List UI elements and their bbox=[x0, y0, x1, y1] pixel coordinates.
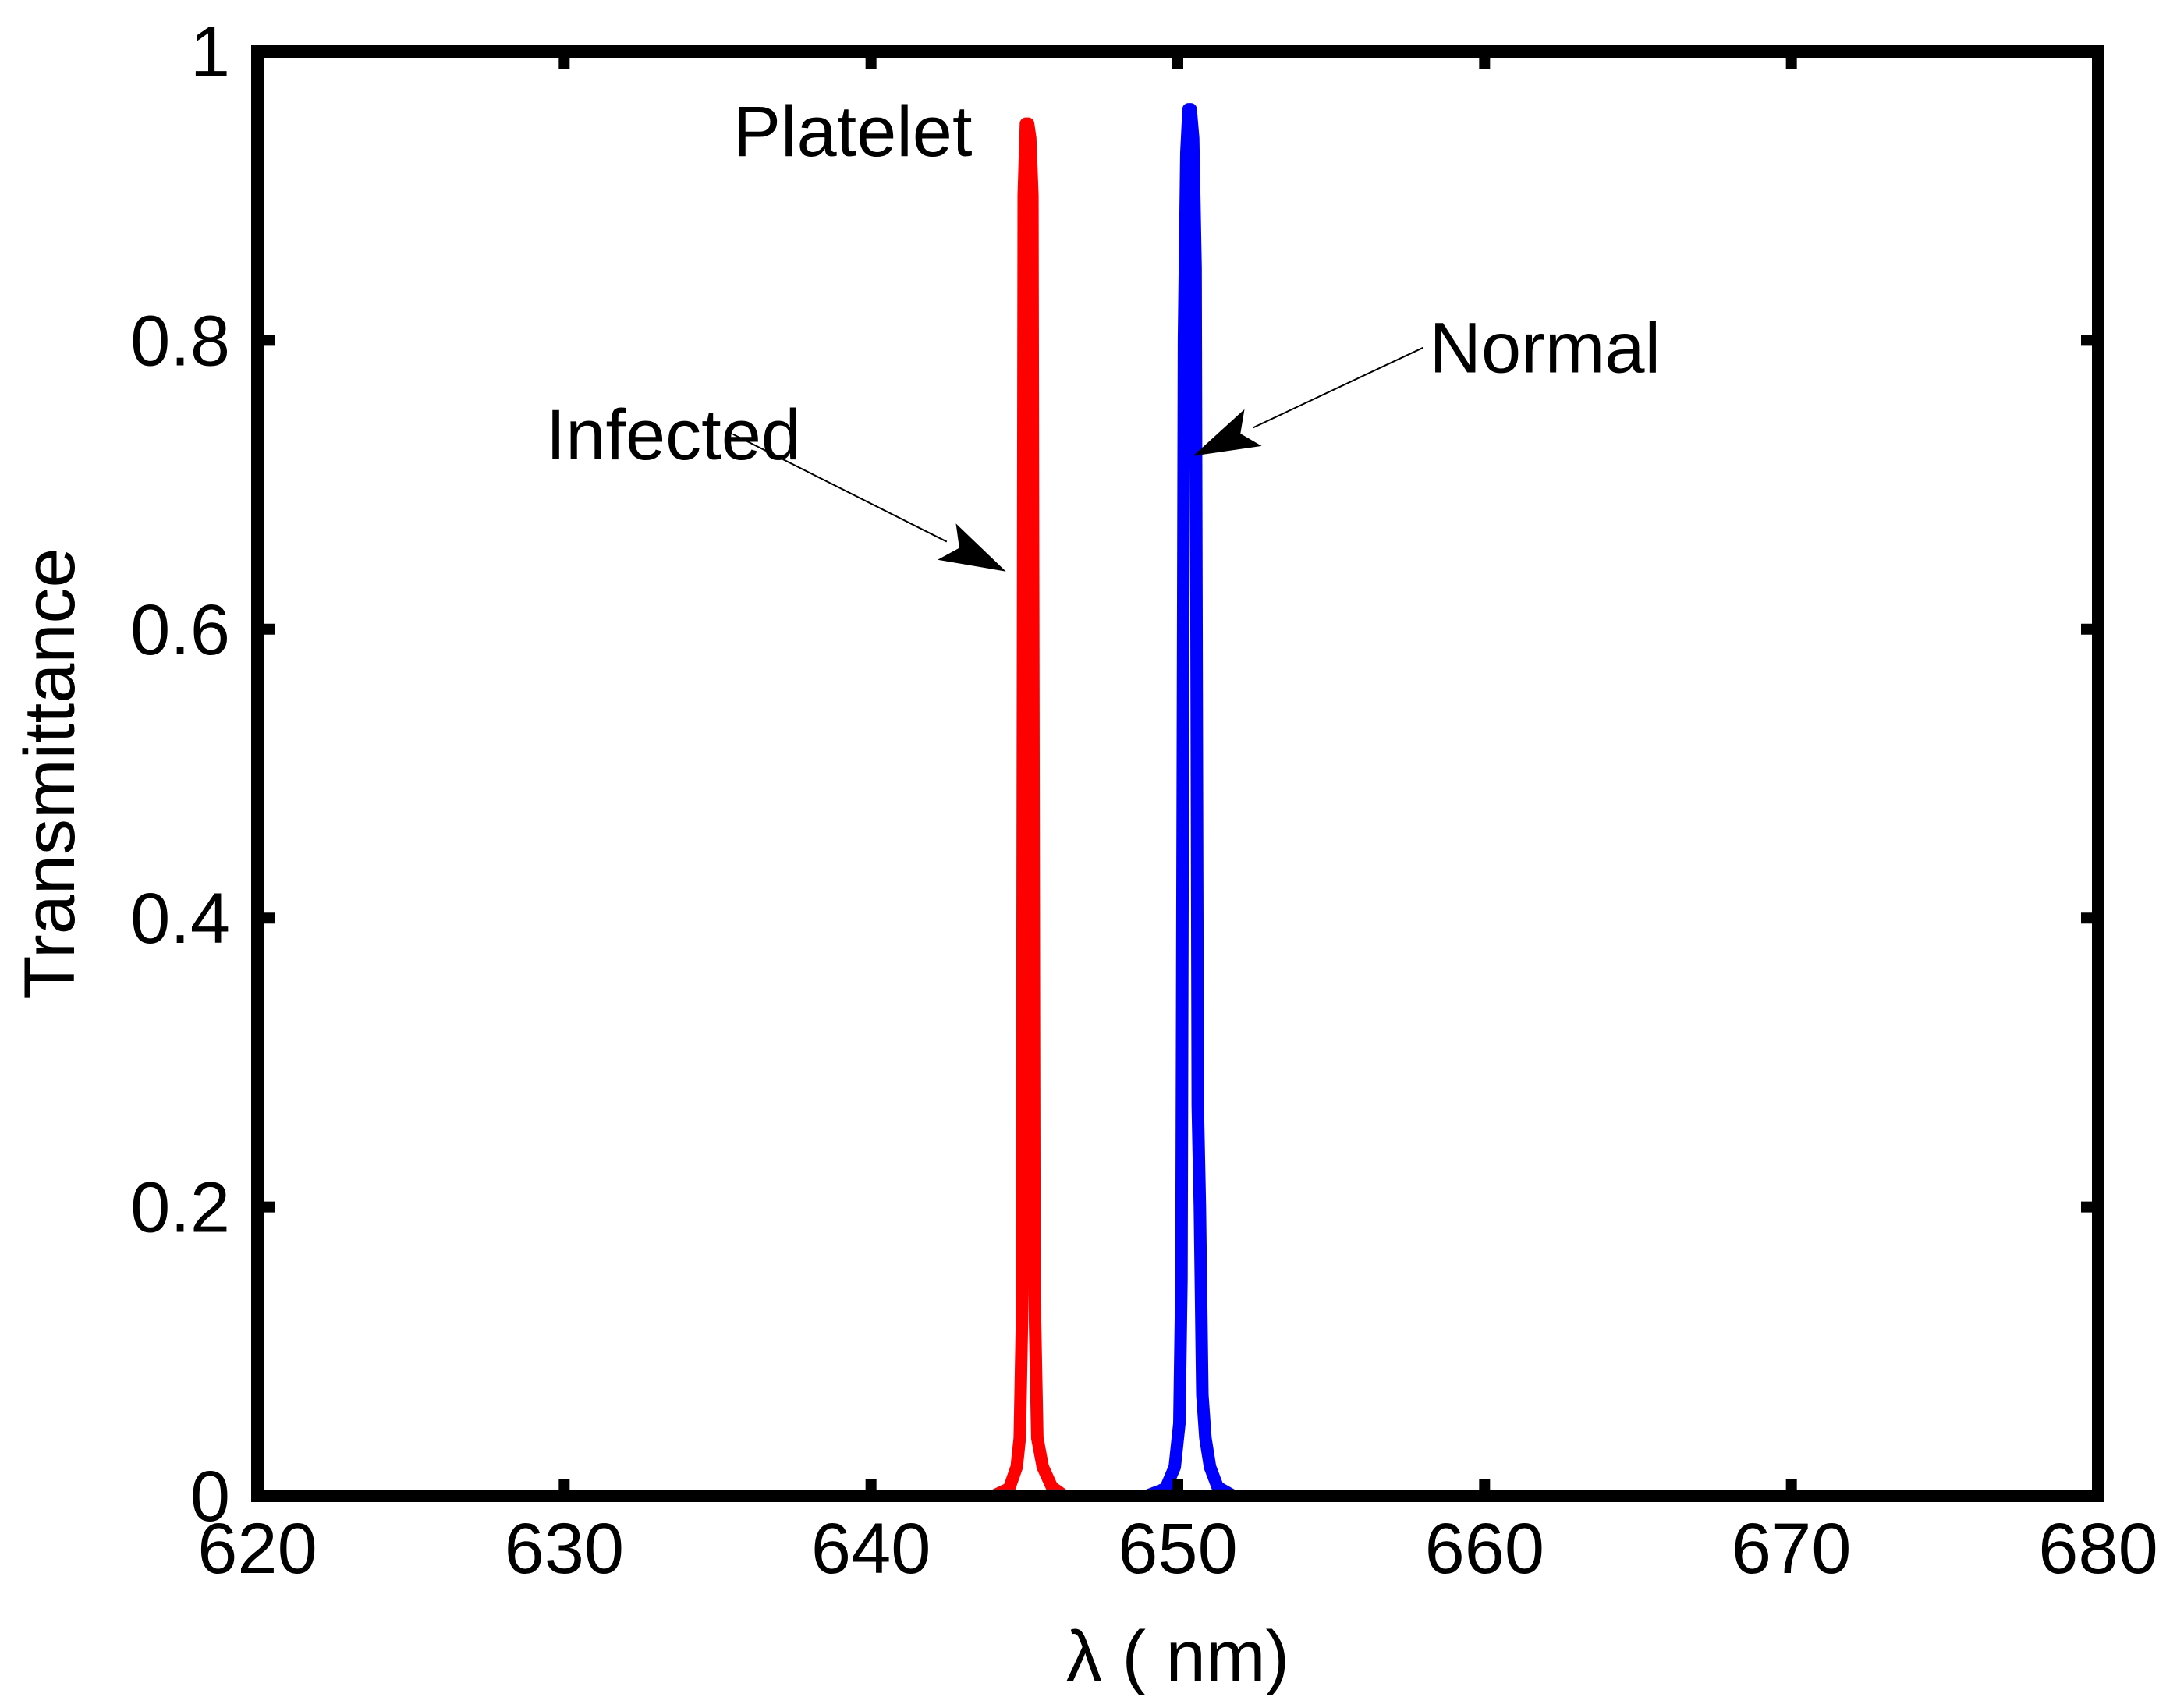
x-tick-label: 670 bbox=[1732, 1509, 1852, 1589]
y-tick-label: 0.2 bbox=[130, 1168, 230, 1248]
series-line-infected bbox=[257, 117, 2098, 1496]
annotation-layer: Platelet Infected Normal bbox=[546, 92, 1661, 572]
x-tick-label: 680 bbox=[2038, 1509, 2158, 1589]
y-tick-label: 0.8 bbox=[130, 301, 230, 381]
annotation-arrow-line-infected bbox=[732, 433, 948, 543]
y-tick-label: 0.6 bbox=[130, 590, 230, 670]
annotation-normal: Normal bbox=[1430, 309, 1661, 388]
x-tick-label: 630 bbox=[505, 1509, 625, 1589]
annotation-platelet: Platelet bbox=[733, 92, 973, 172]
x-tick-label: 640 bbox=[811, 1509, 931, 1589]
x-tick-label: 650 bbox=[1118, 1509, 1238, 1589]
annotation-arrowhead-normal bbox=[1193, 409, 1262, 456]
x-tick-label: 620 bbox=[197, 1509, 317, 1589]
series-layer bbox=[257, 103, 2098, 1496]
annotation-infected: Infected bbox=[546, 395, 801, 475]
annotation-arrow-line-normal bbox=[1253, 346, 1424, 429]
annotation-arrowhead-infected bbox=[938, 523, 1006, 572]
x-axis-title: λ ( nm) bbox=[1066, 1617, 1289, 1696]
tick-layer: 620 630 640 650 660 670 680 0 0.2 0.4 0.6 0.8 1 bbox=[130, 12, 2158, 1589]
y-tick-label: 0 bbox=[190, 1457, 230, 1536]
y-tick-label: 1 bbox=[190, 12, 230, 92]
x-tick-label: 660 bbox=[1425, 1509, 1545, 1589]
series-line-normal bbox=[257, 103, 2098, 1496]
y-axis-title: Transmittance bbox=[10, 547, 90, 999]
y-tick-label: 0.4 bbox=[130, 879, 230, 958]
